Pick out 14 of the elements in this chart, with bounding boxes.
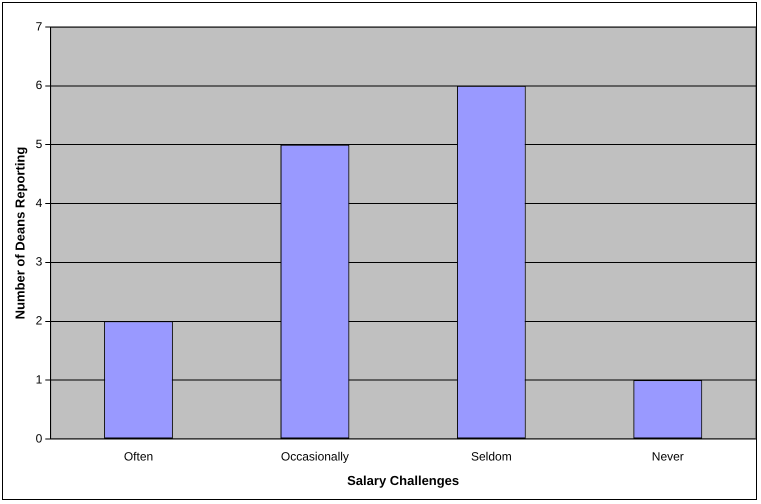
- y-tick-label: 5: [36, 137, 43, 152]
- x-tick-label: Never: [652, 450, 684, 464]
- x-axis-title: Salary Challenges: [347, 472, 460, 488]
- x-tick-label: Occasionally: [280, 450, 349, 464]
- x-tick-label: Often: [124, 450, 154, 464]
- y-tick-label: 2: [36, 314, 43, 328]
- x-tick-label: Seldom: [471, 450, 512, 464]
- y-tick-label: 0: [36, 431, 43, 446]
- y-axis-title: Number of Deans Reporting: [12, 146, 28, 320]
- y-tick-label: 4: [36, 196, 43, 210]
- y-tick-label: 6: [36, 78, 43, 92]
- y-tick-label: 3: [36, 254, 43, 269]
- y-tick-label: 7: [36, 19, 43, 34]
- y-tick-label: 1: [36, 372, 43, 386]
